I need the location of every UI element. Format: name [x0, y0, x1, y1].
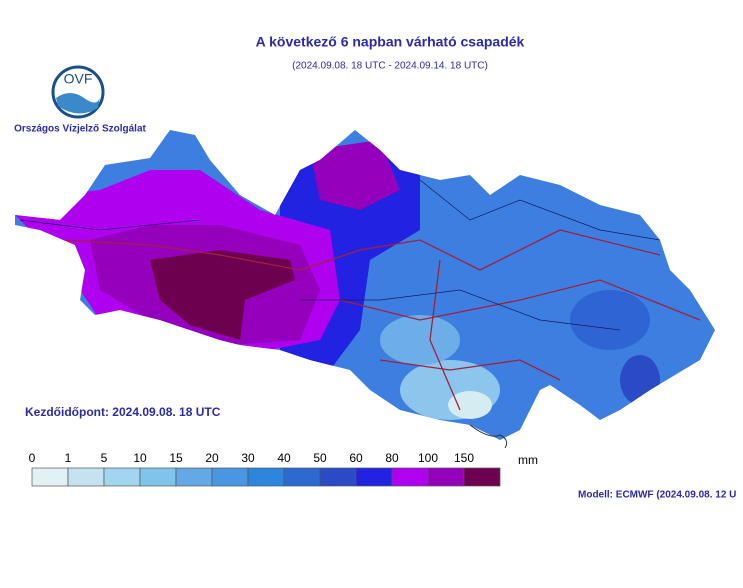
- legend-swatch: [103, 467, 141, 487]
- legend-swatch: [175, 467, 213, 487]
- legend-swatch: [139, 467, 177, 487]
- legend-tick-label: 5: [101, 451, 108, 465]
- legend-swatch: [355, 467, 393, 487]
- legend-tick-label: 10: [133, 451, 147, 465]
- logo-mark: OVF: [64, 71, 93, 87]
- legend-tick-label: 20: [205, 451, 219, 465]
- legend-tick-label: 40: [277, 451, 291, 465]
- legend-unit: mm: [518, 453, 538, 467]
- legend-swatch: [31, 467, 69, 487]
- legend-swatch: [283, 467, 321, 487]
- legend-tick-label: 50: [313, 451, 327, 465]
- legend-tick-label: 1: [65, 451, 72, 465]
- legend-tick-label: 0: [29, 451, 36, 465]
- subtitle: (2024.09.08. 18 UTC - 2024.09.14. 18 UTC…: [292, 61, 488, 72]
- legend-tick-label: 100: [418, 451, 438, 465]
- title: A következő 6 napban várható csapadék: [256, 34, 525, 50]
- logo: OVF Országos Vízjelző Szolgálat: [14, 65, 147, 135]
- legend-tick-label: 30: [241, 451, 255, 465]
- legend-tick-label: 150: [454, 451, 474, 465]
- legend: 0 1 5 10 15 20 30 40 50 60 80 100 150 mm: [29, 451, 538, 487]
- legend-tick-label: 80: [385, 451, 399, 465]
- legend-swatch: [427, 467, 465, 487]
- legend-swatch: [391, 467, 429, 487]
- legend-tick-label: 60: [349, 451, 363, 465]
- model-info: Modell: ECMWF (2024.09.08. 12 U: [578, 490, 736, 501]
- legend-swatch: [211, 467, 249, 487]
- start-time: Kezdőidőpont: 2024.09.08. 18 UTC: [25, 405, 221, 419]
- legend-tick-label: 15: [169, 451, 183, 465]
- organization: Országos Vízjelző Szolgálat: [14, 124, 146, 135]
- legend-swatch: [463, 467, 501, 487]
- legend-swatch: [247, 467, 285, 487]
- legend-swatch: [319, 467, 357, 487]
- legend-swatch: [67, 467, 105, 487]
